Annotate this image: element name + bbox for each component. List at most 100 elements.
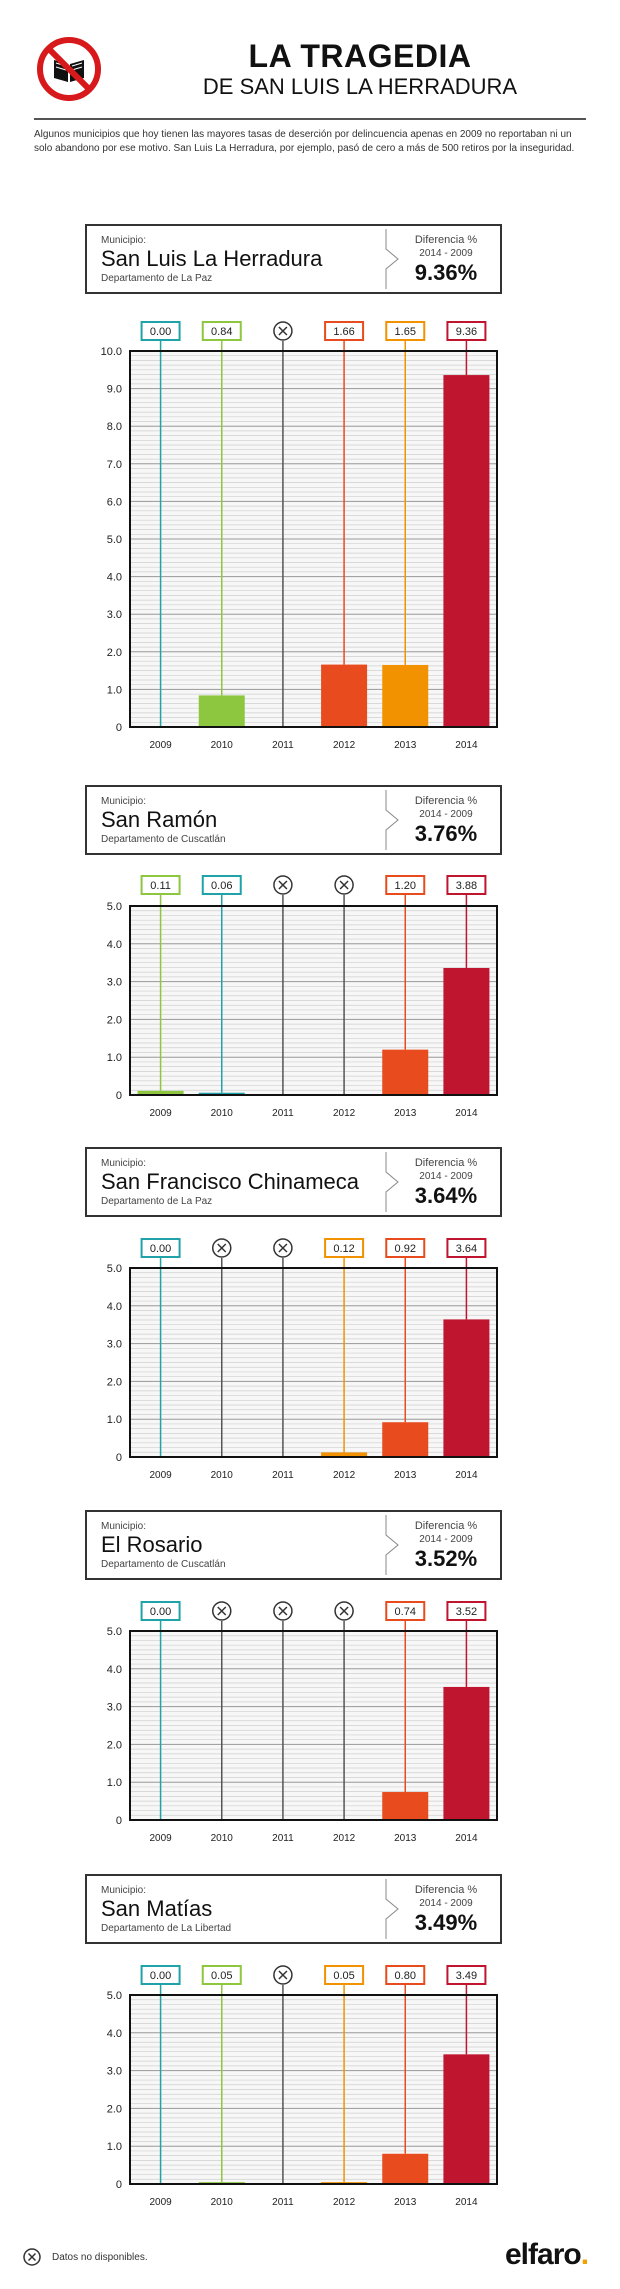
value-label: 1.20: [395, 880, 416, 892]
municipio-name: San Luis La Herradura: [101, 246, 323, 271]
y-tick-label: 0: [116, 1452, 122, 1464]
value-label: 0.11: [150, 880, 171, 892]
x-tick-label: 2010: [211, 1470, 234, 1481]
x-tick-label: 2011: [272, 1108, 294, 1119]
y-tick-label: 1.0: [107, 2141, 122, 2153]
plot-frame: [129, 1994, 498, 2185]
chart-2: Municipio:San Ramón Departamento de Cusca…: [85, 785, 502, 1119]
y-tick-label: 1.0: [107, 1777, 122, 1789]
value-label: 0.92: [395, 1243, 416, 1255]
y-tick-label: 0: [116, 1815, 122, 1827]
y-tick-label: 2.0: [107, 1376, 122, 1388]
value-label-box: [385, 1238, 426, 1258]
y-tick-label: 3.0: [107, 977, 122, 989]
plot-area: 0 1.0 2.0 3.0 4.0 5.0 0.11 2009 0.06 2010 2011 2012…: [107, 875, 498, 1119]
card-divider-arrow: [385, 1879, 399, 1939]
value-label-box: [446, 321, 487, 341]
x-tick-label: 2010: [211, 2197, 234, 2208]
departamento-name: Departamento de La Libertad: [101, 1923, 231, 1934]
card-divider-arrow: [385, 229, 399, 289]
value-label: 0.84: [211, 326, 232, 338]
value-label: 0.00: [150, 1606, 171, 1618]
y-tick-label: 10.0: [101, 346, 122, 358]
card-divider-arrow: [385, 1515, 399, 1575]
x-tick-label: 2009: [149, 1470, 172, 1481]
x-tick-label: 2010: [211, 1833, 234, 1844]
diff-range: 2014 - 2009: [419, 1171, 473, 1182]
departamento-name: Departamento de La Paz: [101, 273, 212, 284]
y-tick-label: 7.0: [107, 459, 122, 471]
diff-label: Diferencia %: [415, 1520, 478, 1532]
plot-area: 0 1.0 2.0 3.0 4.0 5.0 0.00 2009 2010 2011 0.12 2012…: [107, 1238, 498, 1481]
value-label: 0.00: [150, 326, 171, 338]
municipio-card: Municipio:San Ramón Departamento de Cusca…: [85, 785, 502, 855]
value-label-box: [446, 875, 487, 895]
y-tick-label: 9.0: [107, 384, 122, 396]
x-tick-label: 2014: [455, 1470, 478, 1481]
y-tick-label: 3.0: [107, 1702, 122, 1714]
intro-text: Algunos municipios que hoy tienen las ma…: [34, 129, 575, 154]
plot-frame: [129, 905, 498, 1096]
value-label: 9.36: [456, 326, 477, 338]
page-title: LA TRAGEDIA: [248, 38, 472, 74]
departamento-name: Departamento de La Paz: [101, 1196, 212, 1207]
value-label: 0.00: [150, 1970, 171, 1982]
municipio-name: San Matías: [101, 1896, 212, 1921]
x-tick-label: 2011: [272, 1470, 294, 1481]
x-tick-label: 2014: [455, 1833, 478, 1844]
x-tick-label: 2014: [455, 740, 478, 751]
value-label-box: [385, 1601, 426, 1621]
plot-area: 0 1.0 2.0 3.0 4.0 5.0 0.00 2009 0.05 2010 2011 0.05…: [107, 1965, 498, 2208]
plot-area: 0 1.0 2.0 3.0 4.0 5.0 6.0 7.0 8.0 9.0 10.0 0.00 2009…: [101, 321, 498, 751]
x-tick-label: 2012: [333, 1470, 356, 1481]
x-tick-label: 2014: [455, 2197, 478, 2208]
municipio-name: San Ramón: [101, 807, 217, 832]
municipio-name: San Francisco Chinameca: [101, 1169, 360, 1194]
value-label-box: [385, 1965, 426, 1985]
diff-value: 3.49%: [415, 1910, 477, 1935]
municipio-label: Municipio:: [101, 1521, 146, 1532]
x-tick-label: 2011: [272, 2197, 294, 2208]
value-label: 0.74: [395, 1606, 416, 1618]
municipio-label: Municipio:: [101, 1885, 146, 1896]
y-tick-label: 2.0: [107, 1014, 122, 1026]
municipio-card: Municipio:San Francisco Chinameca Departa…: [85, 1147, 502, 1217]
diff-label: Diferencia %: [415, 795, 478, 807]
bar: [321, 664, 368, 727]
municipio-card: Municipio:San Matías Departamento de La L…: [85, 1874, 502, 1944]
card-border: [85, 1147, 502, 1217]
value-label-box: [140, 1965, 181, 1985]
x-circle-icon: [212, 1238, 232, 1258]
chart-5: Municipio:San Matías Departamento de La L…: [85, 1874, 502, 2208]
municipio-label: Municipio:: [101, 235, 146, 246]
value-label-box: [140, 1601, 181, 1621]
y-tick-label: 1.0: [107, 684, 122, 696]
header: LA TRAGEDIA DE SAN LUIS LA HERRADURA: [0, 0, 620, 112]
value-label-box: [201, 1965, 242, 1985]
plot-frame: [129, 1630, 498, 1821]
page-subtitle: DE SAN LUIS LA HERRADURA: [202, 74, 518, 99]
diff-range: 2014 - 2009: [419, 809, 473, 820]
bar: [443, 375, 490, 727]
diff-label: Diferencia %: [415, 1157, 478, 1169]
y-tick-label: 6.0: [107, 496, 122, 508]
municipio-label: Municipio:: [101, 1158, 146, 1169]
x-tick-label: 2012: [333, 1108, 356, 1119]
chart-3: Municipio:San Francisco Chinameca Departa…: [85, 1147, 502, 1481]
y-tick-label: 2.0: [107, 1739, 122, 1751]
bar: [443, 967, 490, 1095]
y-tick-label: 1.0: [107, 1414, 122, 1426]
y-tick-label: 5.0: [107, 534, 122, 546]
bar: [382, 1792, 429, 1820]
value-label-box: [446, 1601, 487, 1621]
value-label: 0.80: [395, 1970, 416, 1982]
y-tick-label: 1.0: [107, 1052, 122, 1064]
card-border: [85, 1510, 502, 1580]
x-tick-label: 2009: [149, 740, 172, 751]
diff-range: 2014 - 2009: [419, 1898, 473, 1909]
municipio-label: Municipio:: [101, 796, 146, 807]
x-tick-label: 2013: [394, 2197, 417, 2208]
value-label: 3.52: [456, 1606, 477, 1618]
x-circle-icon: [334, 875, 354, 895]
